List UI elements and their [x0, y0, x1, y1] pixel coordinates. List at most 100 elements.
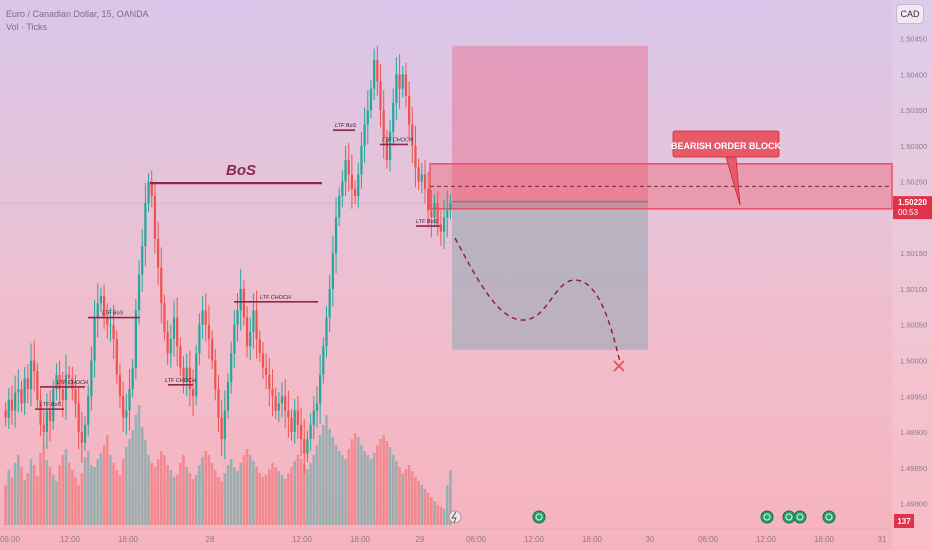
callout-pointer — [725, 156, 741, 206]
volume-bar — [385, 441, 389, 525]
candle-body — [347, 160, 350, 175]
candle-body — [436, 203, 439, 225]
candle-body — [191, 389, 195, 397]
candle-body — [357, 174, 360, 196]
volume-bar — [74, 477, 77, 525]
candle-body — [341, 181, 344, 196]
candle-body — [449, 203, 452, 211]
volume-bar — [261, 477, 265, 525]
lightning-event-icon — [448, 510, 462, 524]
volume-bar — [191, 479, 195, 525]
candle-body — [214, 360, 217, 390]
candle-body — [353, 188, 357, 196]
candle-body — [277, 403, 280, 411]
candle-body — [211, 339, 214, 361]
symbol-header: Euro / Canadian Dollar, 15, OANDA Vol · … — [6, 8, 149, 34]
candle-body — [344, 160, 347, 182]
candle-body — [96, 303, 99, 318]
candle-body — [245, 317, 249, 347]
candle-body — [268, 374, 271, 390]
currency-button[interactable]: CAD — [896, 4, 924, 24]
volume-bar — [58, 465, 61, 525]
volume-bar — [411, 471, 414, 525]
volume-bar — [252, 461, 255, 525]
volume-bar — [268, 469, 271, 525]
volume-bar — [356, 437, 360, 525]
candle-body — [334, 217, 338, 254]
ltf-bos-label-2: LTF BoS — [40, 402, 62, 408]
volume-indicator-title: Vol · Ticks — [6, 22, 48, 32]
candle-body — [122, 396, 125, 418]
time-tick-label: 06:00 — [698, 535, 719, 544]
volume-bar — [42, 445, 45, 525]
candle-body — [373, 60, 376, 89]
candle-body — [204, 310, 207, 325]
candle-body — [83, 424, 87, 443]
candle-body — [296, 410, 300, 425]
volume-bar — [121, 459, 125, 525]
volume-bar — [398, 467, 401, 525]
target-cross-icon — [613, 360, 625, 372]
candle-body — [20, 389, 23, 404]
volume-bar — [426, 493, 430, 525]
candle-body — [379, 81, 382, 111]
candle-body — [407, 95, 411, 125]
volume-bar — [223, 473, 227, 525]
volume-bar — [423, 489, 427, 525]
volume-bar — [366, 455, 370, 525]
volume-bar — [404, 469, 408, 525]
candle-body — [185, 367, 188, 382]
volume-bar — [420, 485, 424, 525]
volume-bar — [17, 455, 20, 525]
volume-bar — [153, 467, 157, 525]
candle-body — [223, 410, 226, 440]
volume-bar — [86, 451, 90, 525]
volume-bar — [264, 475, 268, 525]
candle-body — [350, 174, 354, 189]
candle-body — [430, 210, 433, 218]
volume-badge-value: 137 — [897, 517, 911, 526]
candle-body — [26, 378, 29, 390]
candle-body — [29, 360, 33, 390]
candle-body — [176, 317, 179, 347]
candle-body — [52, 389, 55, 422]
candle-body — [271, 389, 274, 397]
volume-bar — [407, 465, 411, 525]
lightning-glyph — [451, 511, 457, 524]
time-tick-label: 18:00 — [350, 535, 371, 544]
candle-body — [392, 102, 395, 132]
volume-bar — [277, 471, 281, 525]
candle-body — [150, 181, 153, 196]
price-tick-label: 1.50050 — [900, 321, 927, 330]
candle-body — [366, 110, 369, 125]
candle-body — [118, 374, 122, 397]
volume-bar — [4, 485, 7, 525]
volume-bar — [290, 467, 293, 525]
candle-body — [274, 396, 277, 411]
candle-body — [242, 288, 245, 318]
price-tick-label: 1.50300 — [900, 142, 927, 151]
volume-bar — [48, 467, 52, 525]
current-price-value: 1.50220 — [898, 198, 927, 207]
volume-bar — [210, 463, 214, 525]
candle-body — [201, 310, 204, 325]
volume-bar — [32, 465, 36, 525]
candle-body — [420, 174, 423, 182]
volume-bar — [93, 467, 96, 525]
candle-body — [261, 353, 265, 368]
volume-bar — [99, 453, 103, 525]
candle-body — [55, 374, 58, 390]
volume-bar — [29, 459, 33, 525]
volume-bar — [388, 447, 392, 525]
volume-bar — [61, 455, 65, 525]
volume-bar — [137, 405, 141, 525]
stop-loss-zone — [452, 45, 648, 204]
candle-body — [156, 238, 160, 268]
volume-bar — [182, 455, 185, 525]
volume-bar — [134, 415, 138, 525]
candle-body — [195, 353, 198, 397]
time-tick-label: 12:00 — [756, 535, 777, 544]
volume-bar — [302, 465, 306, 525]
